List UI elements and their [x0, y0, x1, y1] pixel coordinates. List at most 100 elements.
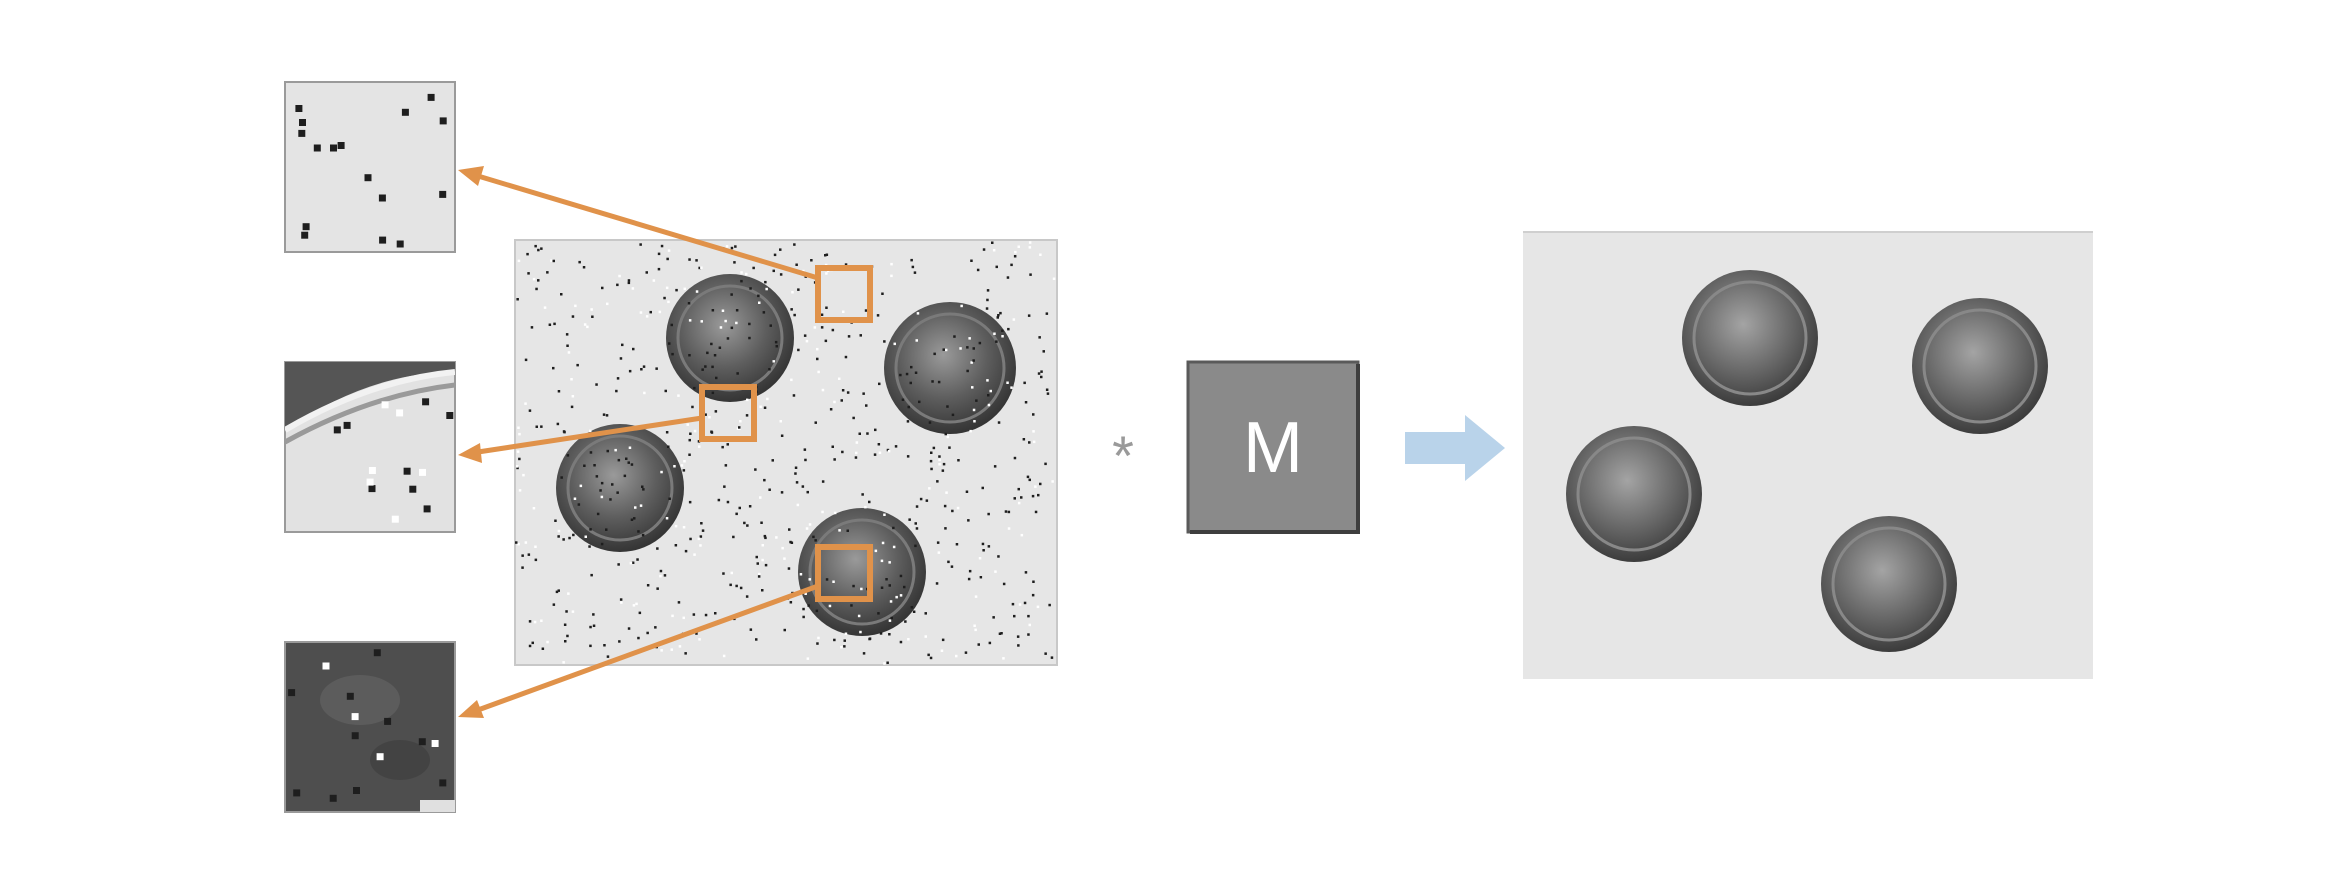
- noise-pixel: [660, 244, 664, 248]
- noise-pixel: [1001, 329, 1004, 332]
- noise-pixel: [1034, 485, 1037, 488]
- noise-pixel: [880, 586, 884, 589]
- noise-pixel: [791, 291, 794, 294]
- noise-pixel: [295, 105, 303, 112]
- noise-pixel: [668, 497, 671, 500]
- noise-pixel: [686, 423, 689, 426]
- noise-pixel: [582, 266, 586, 269]
- noise-pixel: [942, 462, 946, 466]
- zoom-arrow-1: [458, 166, 819, 281]
- noise-pixel: [684, 549, 688, 553]
- noise-pixel: [563, 623, 567, 626]
- noise-pixel: [860, 587, 863, 591]
- noise-pixel: [966, 346, 969, 349]
- noise-pixel: [730, 326, 734, 330]
- noise-pixel: [899, 373, 902, 377]
- clean-coin-3: [1566, 426, 1702, 562]
- noise-pixel: [645, 271, 648, 274]
- noise-pixel: [1017, 501, 1021, 505]
- clean-coin-4: [1821, 516, 1957, 652]
- noise-pixel: [918, 400, 921, 404]
- noise-pixel: [1017, 487, 1020, 491]
- noise-pixel: [1032, 430, 1035, 433]
- noise-pixel: [713, 354, 717, 357]
- noise-pixel: [645, 315, 649, 318]
- noise-pixel: [605, 528, 608, 531]
- noise-pixel: [858, 432, 861, 435]
- noise-pixel: [570, 378, 573, 381]
- noise-pixel: [674, 544, 678, 547]
- noise-pixel: [603, 644, 606, 647]
- noise-pixel: [959, 347, 962, 350]
- noise-pixel: [635, 602, 638, 606]
- noise-pixel: [591, 315, 594, 318]
- noise-pixel: [552, 603, 556, 606]
- noise-pixel: [606, 655, 610, 658]
- noise-pixel: [724, 319, 727, 323]
- noise-pixel: [950, 565, 954, 568]
- noise-pixel: [557, 535, 560, 538]
- noise-pixel: [516, 466, 519, 470]
- noise-pixel: [992, 249, 996, 252]
- noise-pixel: [677, 601, 681, 604]
- coin-1: [666, 274, 794, 402]
- noise-pixel: [806, 657, 810, 660]
- noise-pixel: [866, 432, 869, 435]
- noise-pixel: [736, 372, 739, 375]
- noise-pixel: [560, 476, 563, 479]
- noise-pixel: [302, 223, 310, 231]
- noise-pixel: [396, 409, 404, 417]
- noise-pixel: [997, 555, 1000, 558]
- noise-pixel: [697, 537, 701, 541]
- noise-pixel: [646, 631, 649, 635]
- noise-pixel: [524, 402, 527, 405]
- noise-pixel: [570, 405, 574, 409]
- noise-pixel: [1038, 336, 1041, 339]
- noise-pixel: [825, 253, 829, 256]
- noise-pixel: [567, 351, 571, 354]
- noise-pixel: [743, 521, 746, 525]
- noise-pixel: [600, 542, 604, 546]
- noise-pixel: [682, 526, 686, 529]
- noise-pixel: [567, 592, 570, 595]
- noise-pixel: [1031, 593, 1035, 597]
- noise-pixel: [764, 280, 767, 284]
- noise-pixel: [589, 644, 592, 648]
- noise-pixel: [439, 190, 447, 198]
- noise-pixel: [1004, 510, 1008, 513]
- noise-pixel: [825, 272, 828, 275]
- noise-pixel: [719, 326, 723, 329]
- noise-pixel: [861, 493, 864, 496]
- highlight-square-3: [815, 544, 873, 602]
- noise-pixel: [588, 545, 591, 548]
- noise-pixel: [996, 316, 999, 319]
- noise-pixel: [995, 340, 998, 343]
- noise-pixel: [1013, 456, 1017, 460]
- noise-pixel: [914, 544, 917, 548]
- noise-pixel: [704, 613, 708, 617]
- zoom-patch-background: [284, 81, 456, 253]
- noise-pixel: [688, 500, 692, 504]
- noise-pixel: [1028, 478, 1031, 482]
- noise-pixel: [322, 662, 330, 670]
- noise-pixel: [862, 652, 866, 655]
- noise-pixel: [943, 504, 947, 508]
- noise-pixel: [936, 480, 939, 483]
- noise-pixel: [938, 458, 941, 462]
- noise-pixel: [693, 386, 696, 390]
- noise-pixel: [894, 445, 898, 448]
- noise-pixel: [522, 473, 525, 477]
- noise-pixel: [841, 450, 844, 454]
- noise-pixel: [524, 541, 528, 544]
- noise-pixel: [589, 451, 593, 454]
- noise-pixel: [736, 427, 740, 430]
- noise-pixel: [577, 503, 581, 506]
- noise-pixel: [989, 389, 992, 393]
- noise-pixel: [948, 446, 951, 449]
- noise-pixel: [914, 371, 918, 374]
- noise-pixel: [810, 259, 813, 262]
- noise-pixel: [1028, 441, 1031, 444]
- noise-pixel: [730, 293, 733, 296]
- noise-pixel: [517, 259, 521, 263]
- noise-pixel: [641, 485, 644, 488]
